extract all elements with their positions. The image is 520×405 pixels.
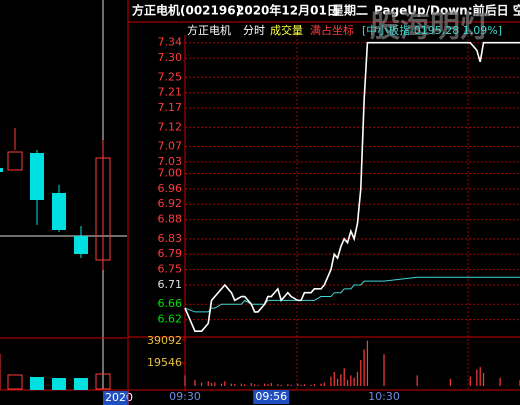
y-tick-label: 7.03 (158, 155, 183, 168)
left-date: 2020 (105, 391, 133, 404)
price-line (184, 41, 520, 332)
header-hint: PageUp/Down:前后日 空格 (374, 3, 520, 18)
volume-bar (52, 378, 66, 390)
header-weekday: 星期二 (332, 3, 368, 18)
cursor-box (253, 390, 290, 404)
date-box (103, 391, 129, 405)
volume-bar (74, 378, 88, 390)
y-tick-label: 6.71 (158, 278, 183, 291)
x-tick-label: 09:30 (169, 390, 201, 403)
legend-mode: 分时 (243, 24, 265, 37)
y-tick-label: 6.96 (158, 182, 183, 195)
candle (95, 157, 111, 261)
candle (0, 168, 3, 172)
legend-scale: 满占坐标 (310, 23, 354, 37)
legend-volume: 成交量 (270, 23, 303, 37)
volume-bar (30, 377, 44, 390)
x-tick-label: 09:56 (255, 390, 287, 403)
candle (52, 193, 66, 230)
y-tick-label: 7.34 (158, 36, 183, 49)
y-tick-label: 6.88 (158, 213, 183, 226)
y-tick-label: 6.92 (158, 197, 183, 210)
y-tick-label: 19546 (147, 356, 182, 369)
legend-index: [中小板指 0195.28 1.09%] (362, 23, 502, 37)
y-tick-label: 7.07 (158, 140, 183, 153)
y-tick-label: 7.25 (158, 70, 183, 83)
y-tick-label: 7.12 (158, 120, 183, 133)
volume-bar (7, 374, 23, 390)
y-tick-label: 6.66 (158, 297, 183, 310)
header-date: 2020年12月01日 (236, 3, 339, 18)
y-tick-label: 6.79 (158, 247, 183, 260)
y-tick-label: 6.62 (158, 313, 183, 326)
candle (7, 151, 23, 171)
y-tick-label: 7.00 (158, 166, 183, 179)
y-tick-label: 7.30 (158, 51, 183, 64)
y-tick-label: 39092 (147, 334, 182, 347)
candle (74, 236, 88, 254)
legend-name: 方正电机 (187, 23, 231, 37)
y-tick-label: 7.21 (158, 86, 183, 99)
volume-bar (95, 373, 111, 390)
left-pane: 2020 (0, 0, 133, 405)
watermark: 股海明灯 (370, 10, 490, 45)
header-title: 方正电机(002196) (132, 3, 241, 18)
price-line (184, 276, 520, 313)
header: 方正电机(002196) 2020年12月01日 星期二 PageUp/Down… (132, 3, 520, 18)
y-tick-label: 7.17 (158, 101, 183, 114)
y-tick-label: 6.75 (158, 263, 183, 276)
y-tick-label: 6.83 (158, 232, 183, 245)
x-tick-label: 10:30 (368, 390, 400, 403)
candle (30, 153, 44, 200)
